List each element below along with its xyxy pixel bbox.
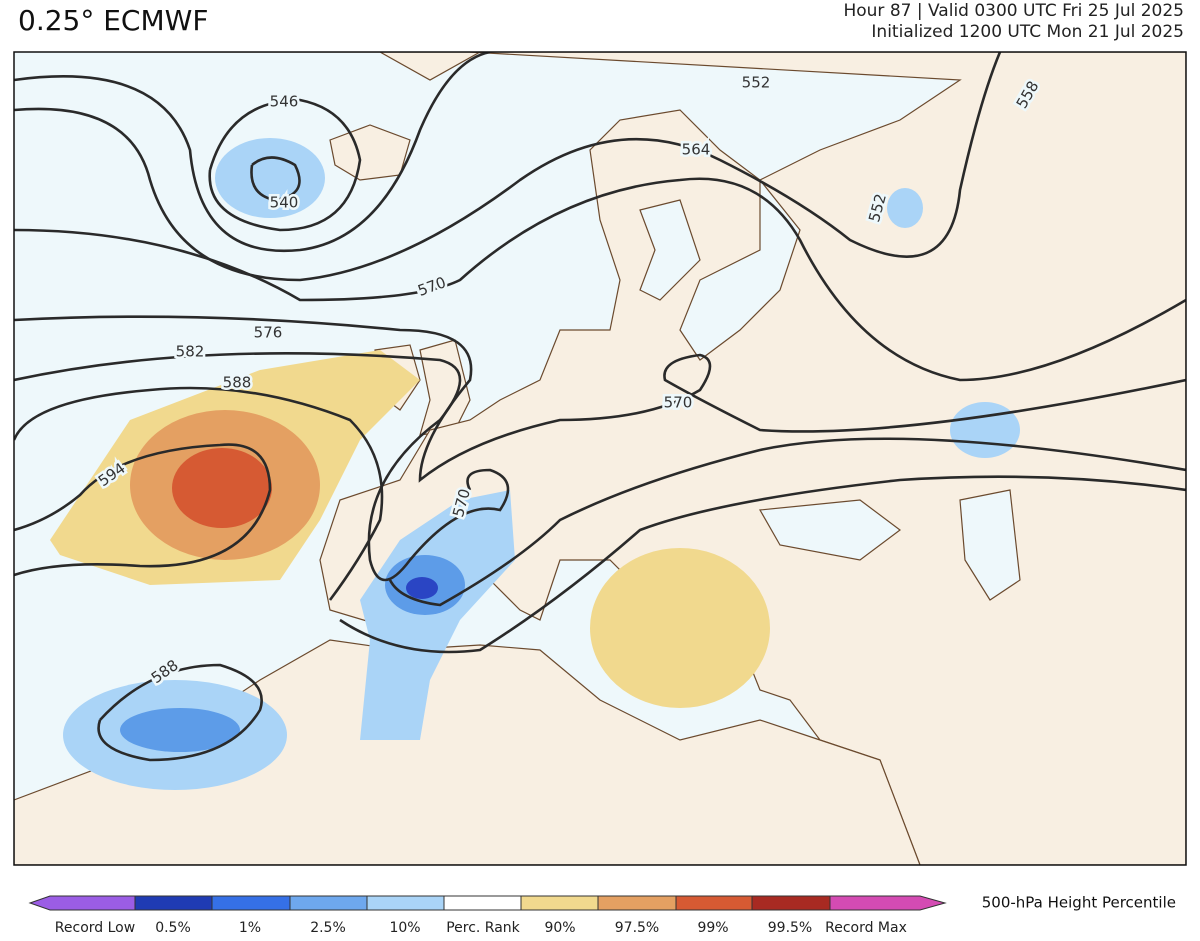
swatch: [134, 895, 213, 911]
colorbar-label: 0.5%: [155, 920, 191, 936]
title: 0.25° ECMWF: [18, 4, 208, 37]
colorbar-label: 10%: [389, 920, 420, 936]
contour-label: 576: [254, 324, 283, 342]
swatch: [520, 895, 599, 911]
colorbar-label: Perc. Rank: [446, 920, 520, 936]
shade: [406, 577, 438, 599]
colorbar-title: 500-hPa Height Percentile: [982, 894, 1176, 912]
colorbar-label: 1%: [239, 920, 261, 936]
swatch: [829, 895, 947, 911]
contour-label: 540: [270, 194, 299, 212]
sea: [639, 199, 1021, 601]
swatch: [289, 895, 368, 911]
land: [130, 52, 482, 81]
colorbar: Record Low 0.5% 1% 2.5% 10% Perc. Rank 9…: [28, 894, 1176, 936]
shade: [120, 708, 240, 752]
contour-label: 570: [664, 394, 693, 412]
contour-label: 588: [223, 374, 252, 392]
swatch: [597, 895, 677, 911]
colorbar-label: 97.5%: [615, 920, 659, 936]
colorbar-label: Record Max: [825, 920, 907, 936]
colorbar-label: 99%: [697, 920, 728, 936]
map-border: [13, 51, 1187, 866]
contour-label: 546: [270, 93, 299, 111]
swatch: [751, 895, 831, 911]
swatch: [211, 895, 291, 911]
colorbar-label: 2.5%: [310, 920, 346, 936]
swatch: [366, 895, 445, 911]
swatch: [675, 895, 753, 911]
colorbar-label: Record Low: [55, 920, 135, 936]
contour-label: 564: [682, 141, 711, 159]
shade: [590, 548, 770, 708]
contour-label: 552: [742, 74, 771, 92]
init-time: Initialized 1200 UTC Mon 21 Jul 2025: [871, 22, 1184, 42]
shade: [950, 402, 1020, 458]
contour-label: 582: [176, 343, 205, 361]
colorbar-label: 99.5%: [768, 920, 812, 936]
colorbar-label: 90%: [544, 920, 575, 936]
shade: [887, 188, 923, 228]
swatch: [28, 895, 136, 911]
shade: [172, 448, 272, 528]
map: 546 540 552 558 552 564 570 576 582 588 …: [13, 51, 1187, 866]
shade: [360, 490, 515, 740]
shade: [215, 138, 325, 218]
swatch: [443, 895, 522, 911]
contours: [14, 52, 1186, 762]
valid-time: Hour 87 | Valid 0300 UTC Fri 25 Jul 2025: [843, 1, 1184, 21]
